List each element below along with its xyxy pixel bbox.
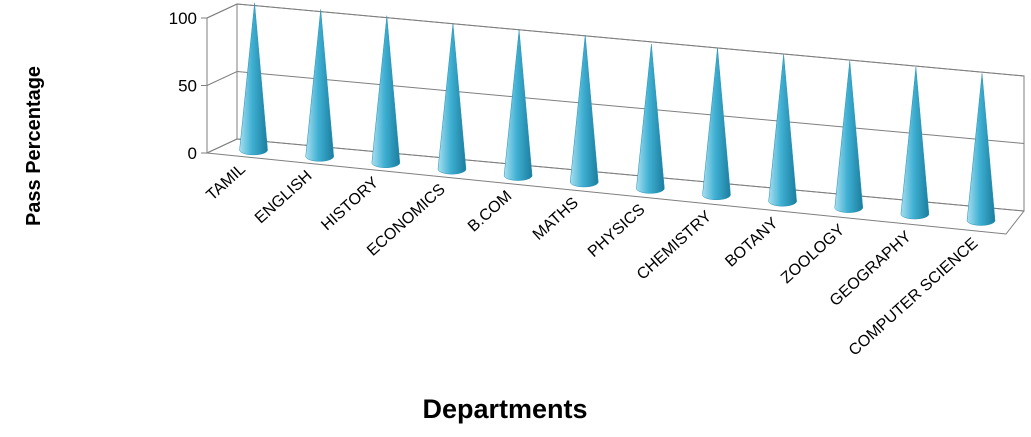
x-tick-label: MATHS: [530, 194, 582, 243]
y-tick-label: 50: [178, 77, 197, 96]
x-tick-label: COMPUTER SCIENCE: [846, 235, 982, 359]
cone-economics: [437, 23, 467, 175]
cone-english: [305, 9, 334, 162]
x-tick-label: BOTANY: [722, 214, 782, 270]
cone-geography: [900, 67, 930, 220]
cone-physics: [636, 44, 665, 194]
gridline: [206, 3, 1025, 77]
cone-b-com: [503, 29, 533, 181]
cone-history: [371, 15, 401, 168]
x-tick-label: B.COM: [465, 188, 515, 236]
cone-zoology: [834, 60, 864, 213]
x-tick-label: ENGLISH: [252, 167, 316, 227]
gridline: [206, 138, 1025, 212]
cone-maths: [569, 34, 599, 188]
y-tick-label: 0: [188, 144, 197, 163]
x-tick-label: CHEMISTRY: [634, 208, 715, 284]
cone-tamil: [239, 2, 268, 156]
grid-lines: [206, 3, 1025, 212]
y-axis-ticks: 0 50 100: [169, 9, 207, 163]
x-tick-label: TAMIL: [203, 161, 249, 204]
x-tick-label: PHYSICS: [585, 201, 649, 261]
cone-series: [239, 2, 996, 226]
x-axis-title: Departments: [422, 394, 587, 424]
y-tick-label: 100: [169, 9, 197, 28]
floor-edge: [206, 152, 1025, 235]
x-tick-label: ECONOMICS: [364, 181, 449, 260]
cone-botany: [768, 54, 797, 207]
cone-chemistry: [702, 47, 731, 201]
cone-computer-science: [966, 73, 996, 226]
y-axis-title: Pass Percentage: [23, 66, 45, 226]
gridline: [206, 70, 1025, 144]
x-tick-label: HISTORY: [318, 174, 382, 234]
x-tick-label: ZOOLOGY: [778, 221, 848, 287]
